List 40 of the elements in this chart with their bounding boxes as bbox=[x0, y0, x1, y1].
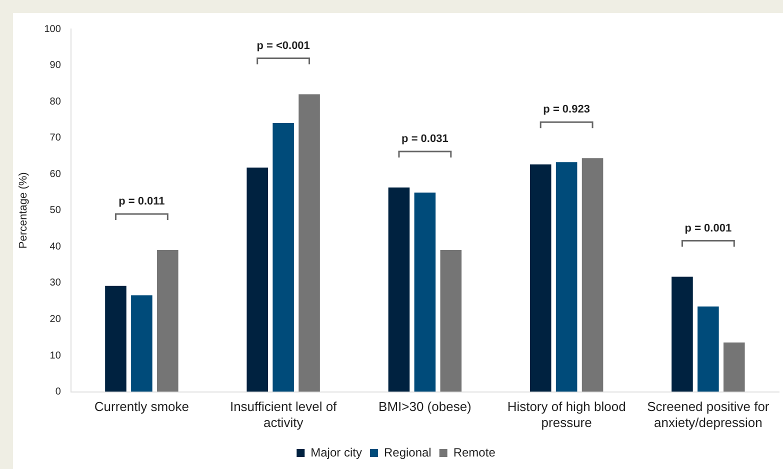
bar bbox=[298, 94, 320, 392]
x-tick-label: History of high blood pressure bbox=[507, 399, 626, 430]
y-tick-label: 30 bbox=[50, 278, 62, 289]
y-tick-label: 20 bbox=[50, 314, 62, 325]
bar bbox=[530, 164, 552, 392]
bar bbox=[556, 162, 578, 392]
x-tick-label: Currently smoke bbox=[94, 399, 190, 414]
annotation: p = 0.011 bbox=[118, 195, 165, 208]
x-tick-label: BMI>30 (obese) bbox=[378, 399, 472, 414]
x-tick-label: Screened positive for anxiety/depression bbox=[647, 399, 770, 430]
bar bbox=[414, 192, 436, 392]
y-axis-title: Percentage (%) bbox=[18, 172, 30, 249]
y-tick-label: 90 bbox=[50, 60, 62, 72]
legend-label: Remote bbox=[453, 445, 496, 460]
bar bbox=[131, 295, 152, 392]
annotation: p = <0.001 bbox=[256, 40, 310, 52]
y-tick-label: 10 bbox=[50, 350, 62, 362]
annotation: p = 0.001 bbox=[684, 222, 732, 234]
y-tick-label: 50 bbox=[50, 205, 62, 216]
y-tick-label: 0 bbox=[55, 386, 62, 398]
y-tick-label: 60 bbox=[50, 168, 62, 180]
bar bbox=[582, 158, 604, 392]
bar bbox=[272, 122, 294, 392]
bar bbox=[724, 342, 745, 392]
bar bbox=[246, 168, 268, 392]
bar bbox=[698, 306, 719, 392]
y-tick-label: 100 bbox=[44, 24, 62, 35]
legend-label: Major city bbox=[310, 445, 362, 460]
annotation: p = 0.031 bbox=[402, 133, 448, 146]
y-tick-label: 80 bbox=[50, 96, 62, 108]
annotation: p = 0.923 bbox=[543, 104, 590, 116]
legend-label: Regional bbox=[384, 445, 432, 460]
bar bbox=[105, 286, 126, 392]
y-tick-label: 40 bbox=[50, 241, 62, 252]
y-tick-label: 70 bbox=[50, 132, 62, 144]
bar bbox=[157, 250, 178, 392]
x-tick-label: Insufficient level of activity bbox=[230, 399, 338, 430]
bar bbox=[440, 250, 462, 392]
bar bbox=[672, 276, 693, 392]
bar bbox=[388, 188, 410, 392]
